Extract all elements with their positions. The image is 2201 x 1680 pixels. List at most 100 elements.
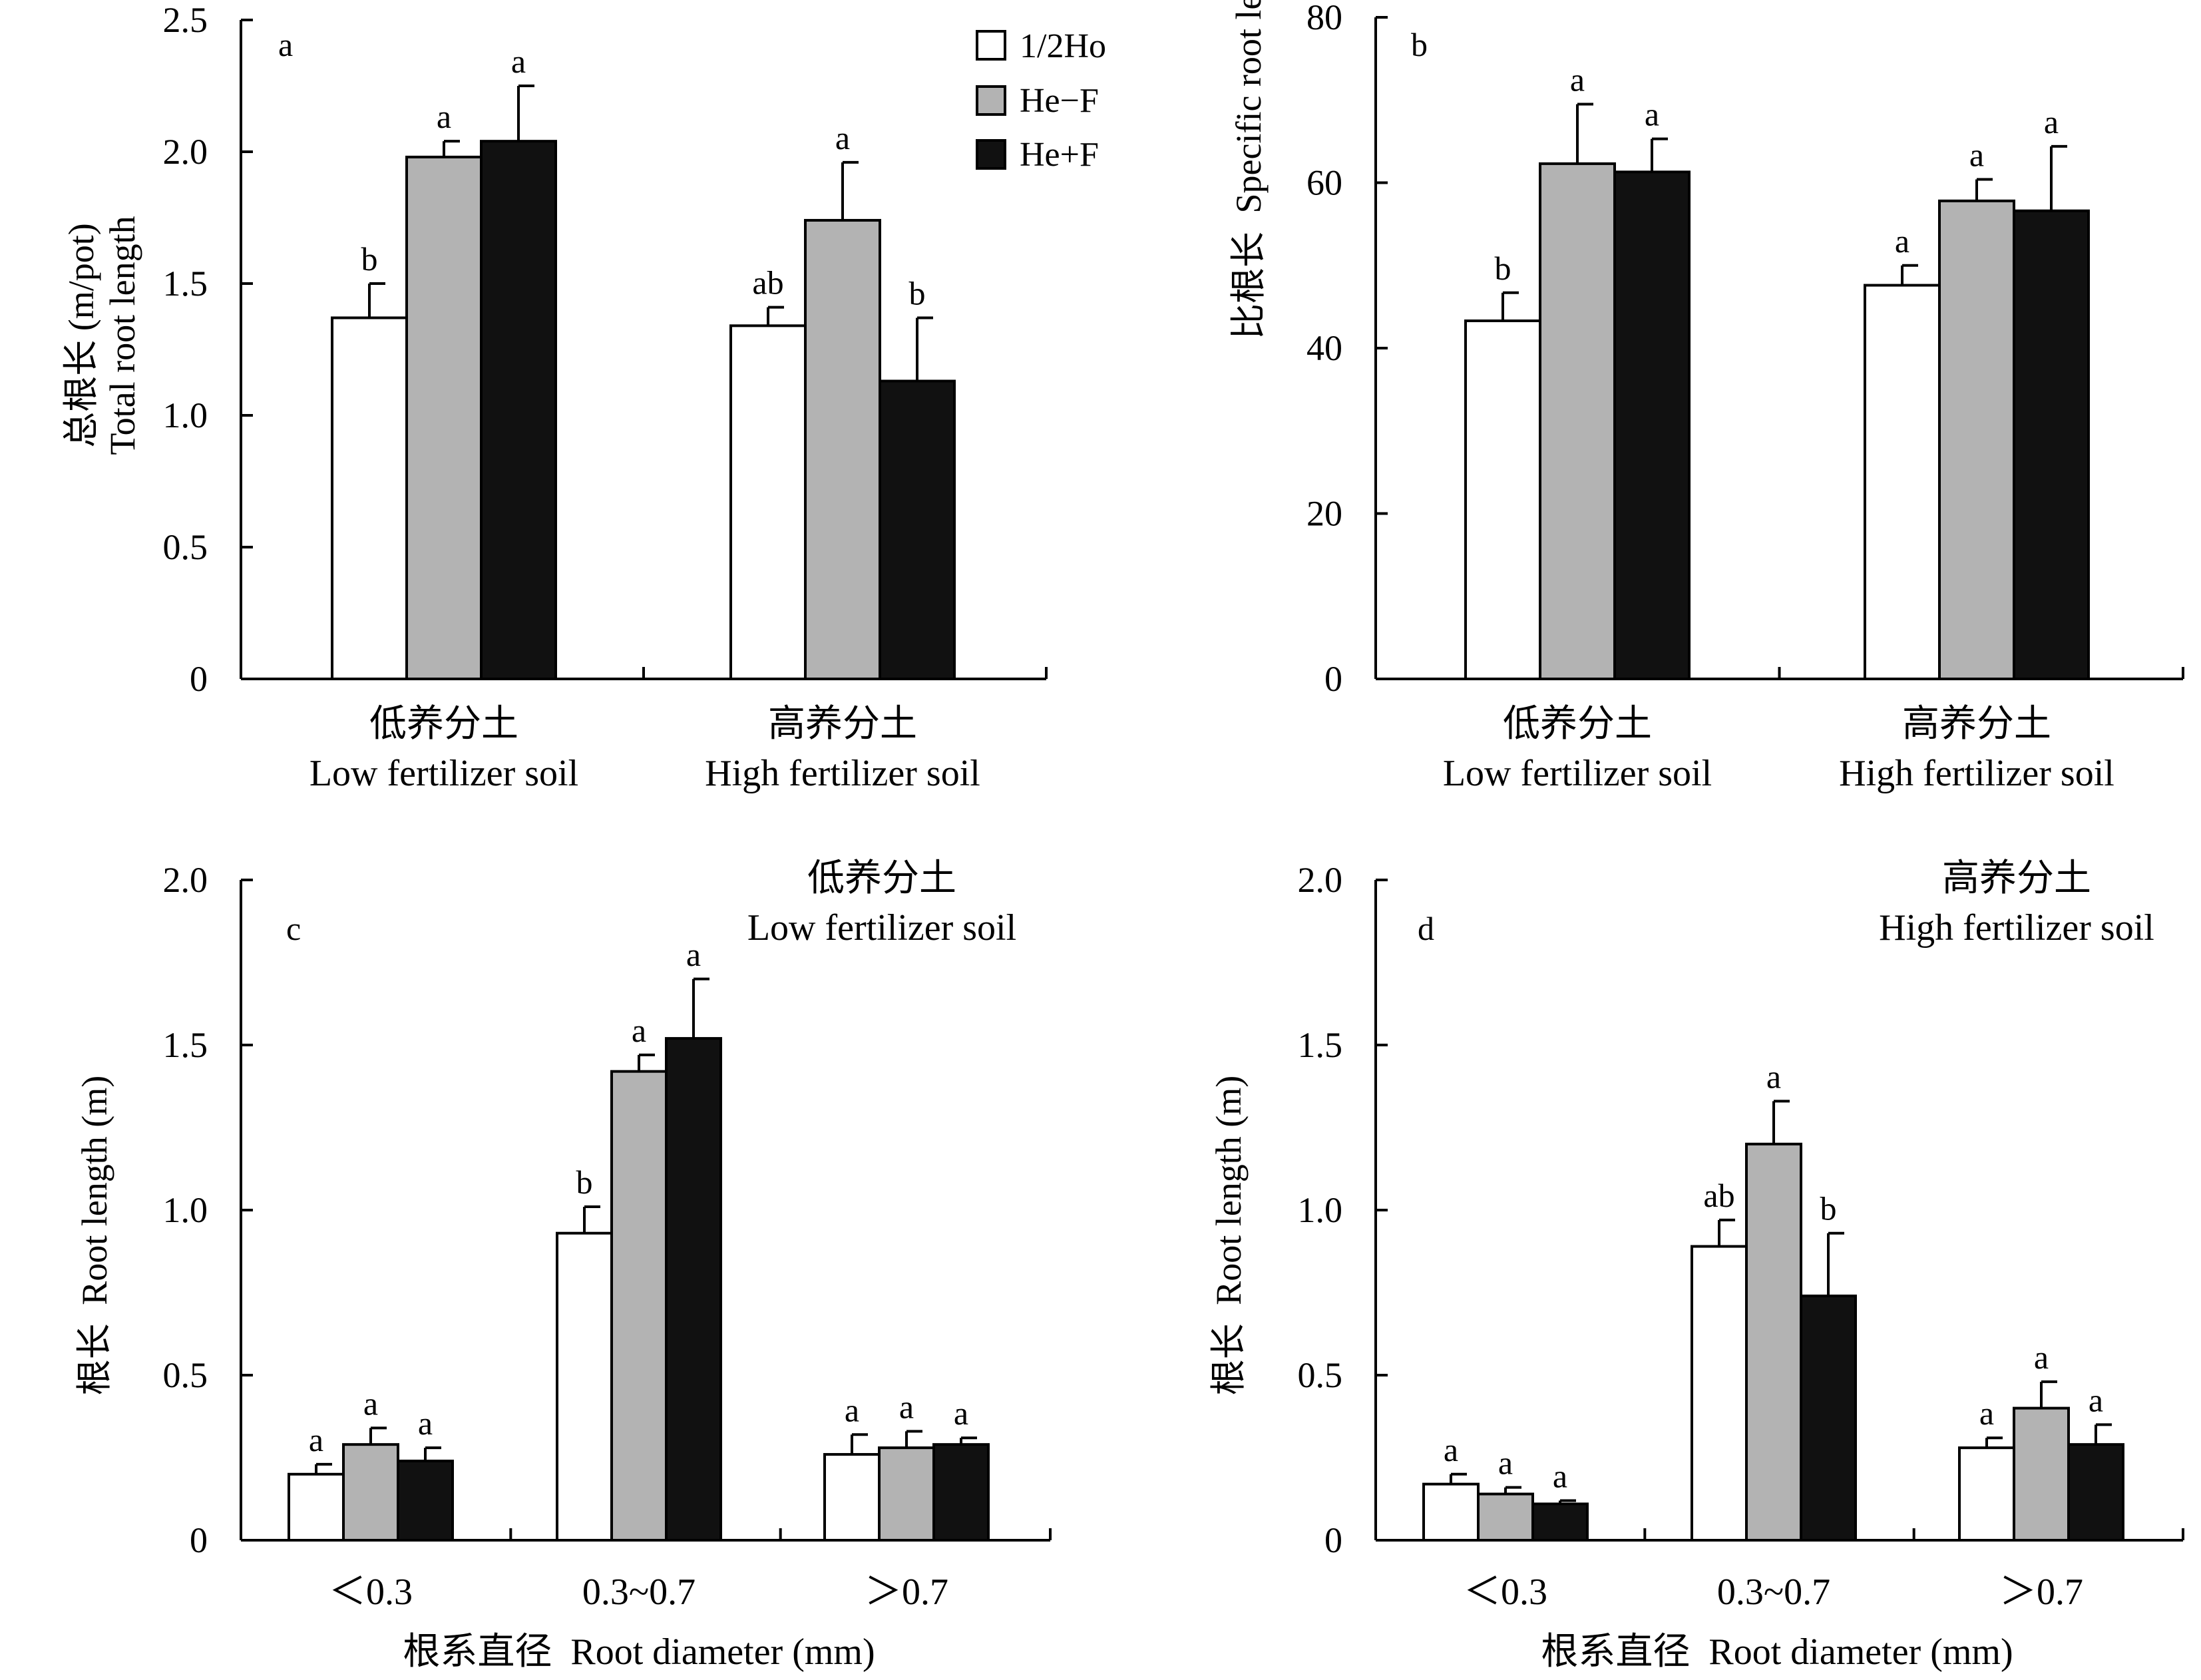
panel-c-significance-letter: a xyxy=(418,1404,433,1442)
panel-d-bar xyxy=(1531,1502,1589,1542)
panel-a-ylabel-cn: 总根长 (m/pot) xyxy=(61,223,101,447)
panel-c-category-label: ＞0.7 xyxy=(865,1572,948,1613)
panel-c-category-label: ＜0.3 xyxy=(329,1572,413,1613)
panel-d-letter: d xyxy=(1418,910,1434,947)
panel-c-title-en: Low fertilizer soil xyxy=(747,907,1016,948)
panel-c-ylabel-en: Root length (m) xyxy=(75,1076,114,1305)
panel-a-category-label-cn: 低养分土 xyxy=(369,704,518,745)
panel-d-bar xyxy=(2067,1443,2124,1542)
panel-a-significance-letter: a xyxy=(511,43,526,80)
panel-c-significance-letter: a xyxy=(899,1388,914,1425)
panel-c-chart: c 低养分土 Low fertilizer soil 根长 Root lengt… xyxy=(75,858,1052,1673)
panel-d-bar xyxy=(1691,1245,1748,1542)
panel-b-y-tick-label: 0 xyxy=(1324,659,1342,699)
panel-d-category-label: ＞0.7 xyxy=(1999,1572,2083,1613)
panel-b-category-label-cn: 低养分土 xyxy=(1503,704,1652,745)
panel-b-significance-letter: b xyxy=(1495,250,1511,287)
panel-d-title-cn: 高养分土 xyxy=(1942,858,2091,899)
panel-d-y-tick-label: 1.5 xyxy=(1298,1025,1343,1065)
panel-c-y-tick-label: 2.0 xyxy=(163,860,208,900)
legend-label-he-plus-f: He+F xyxy=(1020,136,1099,174)
panel-b-category-label-cn: 高养分土 xyxy=(1902,704,2051,745)
panel-d-significance-letter: a xyxy=(1444,1431,1458,1468)
panel-c-title-cn: 低养分土 xyxy=(807,858,956,899)
panel-a-bar xyxy=(804,218,881,680)
panel-d-significance-letter: a xyxy=(1498,1444,1513,1482)
panel-b-chart: b 比根长 Specific root length (m/g) 0 20 40 60… xyxy=(1229,0,2184,794)
panel-b-significance-letter: a xyxy=(1645,96,1659,133)
panel-d-bar xyxy=(2013,1406,2070,1542)
panel-d-xlabel-en: Root diameter (mm) xyxy=(1708,1631,2013,1673)
panel-c-y-tick-label: 0 xyxy=(190,1520,208,1560)
panel-a-significance-letter: b xyxy=(909,274,926,312)
panel-d-bar xyxy=(1477,1492,1534,1542)
panel-a-y-tick-label: 0 xyxy=(190,659,208,699)
panel-a-category-label: Low fertilizer soil xyxy=(309,753,578,794)
panel-b-bar xyxy=(2013,209,2090,680)
panel-c-significance-letter: a xyxy=(686,936,701,973)
panel-b-significance-letter: a xyxy=(1895,222,1909,260)
panel-c-bar xyxy=(342,1443,399,1542)
panel-b-y-tick-label: 40 xyxy=(1306,328,1342,368)
panel-a-significance-letter: a xyxy=(835,119,850,156)
panel-d-y-tick-label: 1.0 xyxy=(1298,1190,1343,1230)
panel-c-significance-letter: a xyxy=(309,1421,323,1458)
panel-c-bar xyxy=(610,1070,668,1542)
panel-c-xlabel: 根系直径 Root diameter (mm) xyxy=(403,1631,875,1673)
panel-a-category-label-cn: 高养分土 xyxy=(768,704,917,745)
panel-b-significance-letter: a xyxy=(1969,136,1984,174)
panel-b-bar xyxy=(1539,162,1616,681)
panel-d-significance-letter: a xyxy=(2034,1339,2049,1376)
panel-b-bar xyxy=(1864,284,1941,680)
panel-d-significance-letter: b xyxy=(1820,1190,1837,1227)
panel-c-xlabel-cn: 根系直径 xyxy=(403,1631,552,1673)
panel-c-bar xyxy=(878,1446,935,1542)
panel-a-category-label: High fertilizer soil xyxy=(705,753,980,794)
panel-d-significance-letter: a xyxy=(1553,1457,1567,1494)
panel-a-plot: 0 0.5 1.0 1.5 2.0 2.5 低养分土 Low fertilizer soil 高… xyxy=(163,0,1048,794)
panel-d-xlabel: 根系直径 Root diameter (mm) xyxy=(1541,1631,2013,1673)
panel-b-plot: 0 20 40 60 80 低养分土 Low fertilizer soil 高养分土 High… xyxy=(1306,0,2184,794)
panel-d-title-en: High fertilizer soil xyxy=(1879,907,2154,948)
panel-d-y-tick-label: 0.5 xyxy=(1298,1355,1343,1395)
panel-c-ylabel: 根长 Root length (m) xyxy=(75,1076,114,1395)
panel-c-y-tick-label: 1.0 xyxy=(163,1190,208,1230)
panel-d-bar xyxy=(1800,1294,1857,1542)
panel-c-significance-letter: a xyxy=(363,1384,378,1422)
panel-a-significance-letter: ab xyxy=(752,264,783,302)
panel-c-y-tick-label: 0.5 xyxy=(163,1355,208,1395)
panel-a-significance-letter: b xyxy=(361,240,378,278)
panel-c-significance-letter: b xyxy=(576,1163,593,1201)
panel-b-bar xyxy=(1464,319,1541,680)
panel-a-letter: a xyxy=(278,26,293,63)
panel-d-significance-letter: a xyxy=(1979,1394,1994,1432)
panel-c-bar xyxy=(823,1453,881,1542)
panel-d-significance-letter: a xyxy=(2089,1381,2103,1418)
panel-b-significance-letter: a xyxy=(1570,61,1585,98)
legend-swatch-half-ho xyxy=(976,30,1006,61)
panel-b-significance-letter: a xyxy=(2044,103,2059,140)
panel-a-y-tick-label: 2.5 xyxy=(163,0,208,40)
panel-a-bar xyxy=(729,324,807,680)
panel-b-ylabel: 比根长 Specific root length (m/g) xyxy=(1229,0,1269,339)
panel-d-chart: d 高养分土 High fertilizer soil 根长 Root leng… xyxy=(1209,858,2184,1673)
panel-b-bar xyxy=(1613,170,1691,681)
panel-d-ylabel: 根长 Root length (m) xyxy=(1209,1076,1249,1395)
panel-a-significance-letter: a xyxy=(437,98,451,135)
panel-c-xlabel-en: Root diameter (mm) xyxy=(570,1631,875,1673)
panel-a-bar xyxy=(331,316,408,681)
panel-d-ylabel-cn: 根长 xyxy=(1209,1323,1249,1395)
panel-d-significance-letter: ab xyxy=(1703,1177,1734,1214)
panel-a-bar xyxy=(879,379,956,681)
panel-a-y-tick-label: 2.0 xyxy=(163,132,208,172)
panel-c-letter: c xyxy=(286,910,301,947)
panel-d-category-label: ＜0.3 xyxy=(1464,1572,1547,1613)
legend-label-half-ho: 1/2Ho xyxy=(1020,27,1106,65)
panel-d-significance-letter: a xyxy=(1766,1058,1781,1095)
panel-c-significance-letter: a xyxy=(954,1394,968,1432)
panel-c-bar xyxy=(288,1472,345,1542)
panel-b-bar xyxy=(1938,199,2015,680)
panel-d-y-tick-label: 0 xyxy=(1324,1520,1342,1560)
panel-a-y-tick-label: 1.0 xyxy=(163,395,208,435)
